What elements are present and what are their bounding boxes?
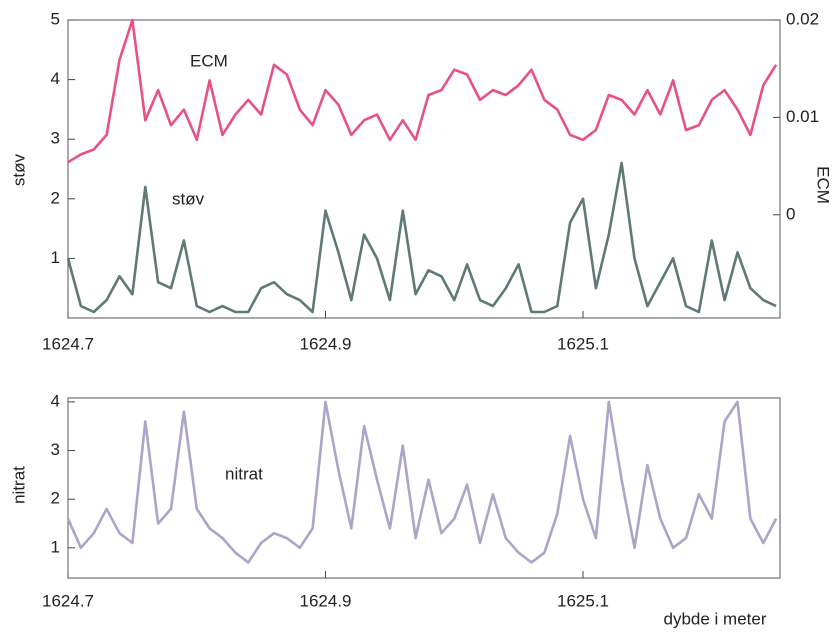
y2-tick-label: 0.02 bbox=[786, 9, 819, 28]
x-tick-label: 1624.9 bbox=[300, 591, 352, 610]
y2-tick-label: 0 bbox=[786, 204, 795, 223]
y-tick-label: 1 bbox=[51, 248, 60, 267]
y-axis-label: støv bbox=[9, 153, 28, 186]
x-tick-label: 1624.9 bbox=[300, 334, 352, 353]
x-axis-label: dybde i meter bbox=[664, 609, 767, 628]
data-line bbox=[66, 161, 777, 314]
x-tick-label: 1625.1 bbox=[557, 334, 609, 353]
y2-axis-label: ECM bbox=[814, 166, 833, 204]
data-line bbox=[67, 18, 778, 164]
y-tick-label: 2 bbox=[51, 489, 60, 508]
x-tick-label: 1624.7 bbox=[42, 591, 94, 610]
y-tick-label: 1 bbox=[51, 537, 60, 556]
plot-frame bbox=[67, 19, 781, 319]
series-label: ECM bbox=[190, 51, 228, 70]
y-tick-label: 3 bbox=[51, 440, 60, 459]
y-tick-label: 3 bbox=[51, 129, 60, 148]
y2-tick-label: 0.01 bbox=[786, 107, 819, 126]
x-tick-label: 1625.1 bbox=[557, 591, 609, 610]
data-line bbox=[66, 400, 778, 564]
x-tick-label: 1624.7 bbox=[42, 334, 94, 353]
series-label: nitrat bbox=[225, 464, 263, 483]
plot-frame bbox=[67, 397, 781, 579]
y-tick-label: 2 bbox=[51, 188, 60, 207]
y-axis-label: nitrat bbox=[9, 466, 28, 504]
y-tick-label: 4 bbox=[51, 391, 60, 410]
y-tick-label: 4 bbox=[51, 69, 60, 88]
y-tick-label: 5 bbox=[51, 9, 60, 28]
series-label: støv bbox=[172, 189, 205, 208]
